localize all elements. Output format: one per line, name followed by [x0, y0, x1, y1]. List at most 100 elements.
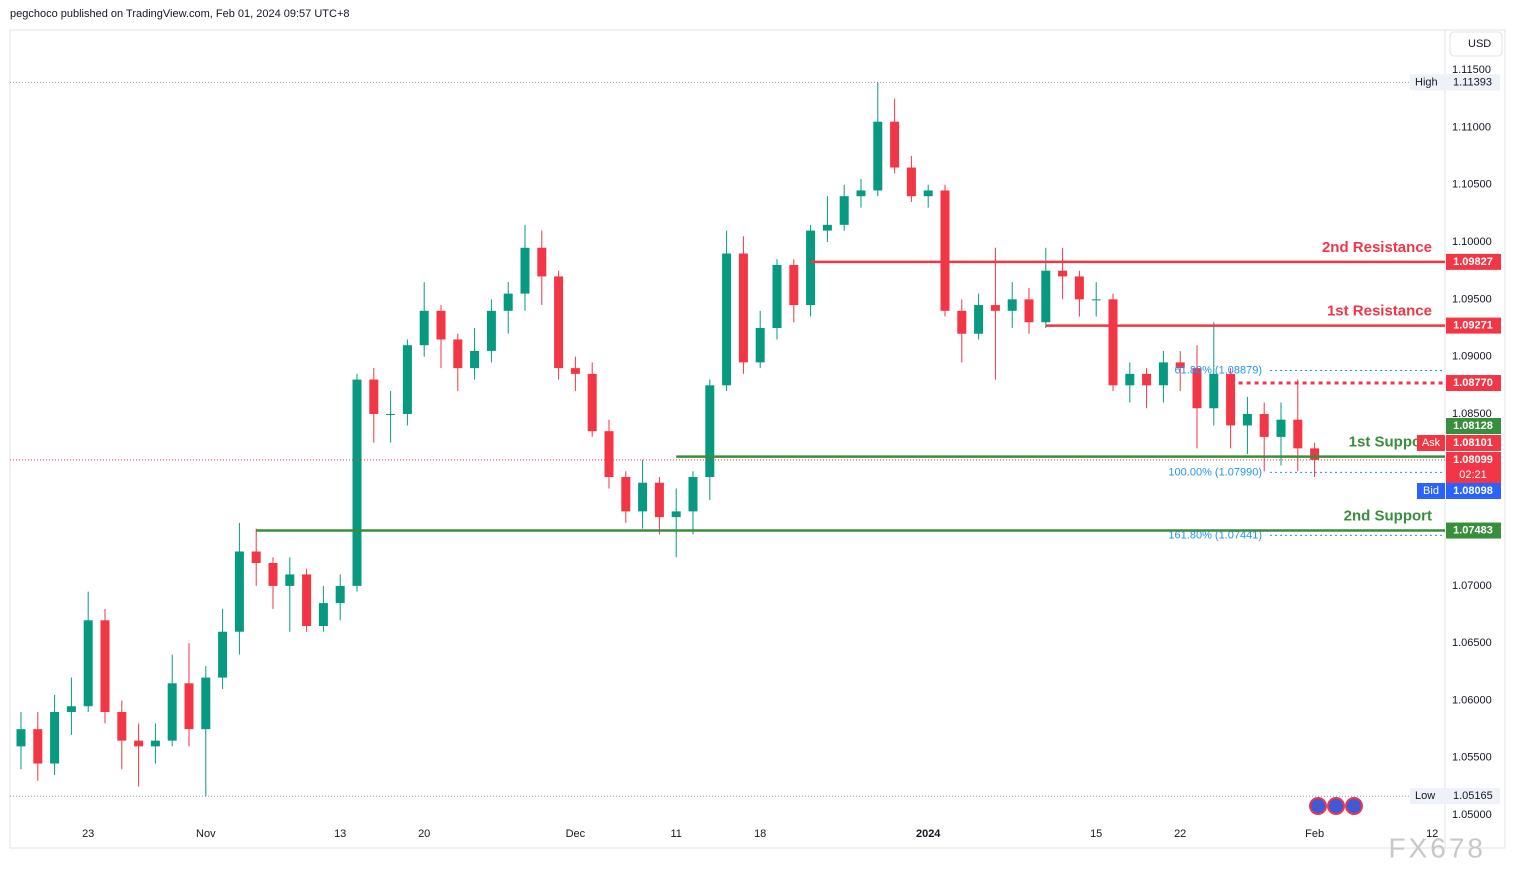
candle-body	[621, 477, 631, 512]
candle-body	[1091, 299, 1101, 301]
candle-body	[1074, 276, 1084, 300]
candle-body	[1259, 413, 1269, 437]
candle-body	[839, 196, 849, 225]
candle-body	[150, 740, 160, 747]
candle-body	[302, 574, 312, 627]
candle-body	[1108, 299, 1118, 386]
candle-body	[1293, 419, 1303, 449]
candle-body	[50, 711, 60, 764]
y-tick-label: 1.07000	[1452, 580, 1492, 592]
candle-body	[822, 224, 832, 231]
candle-body	[570, 368, 580, 374]
candle-body	[755, 328, 765, 363]
flag-icon	[1327, 797, 1345, 815]
candle-body	[167, 683, 177, 741]
quote-name: Ask	[1422, 437, 1441, 449]
candle-body	[251, 551, 261, 563]
candle-body	[789, 264, 799, 306]
x-tick-label: 18	[754, 828, 766, 840]
candle-body	[486, 310, 496, 351]
candle-body	[806, 230, 816, 306]
candle-body	[1192, 368, 1202, 409]
candle-body	[66, 706, 76, 712]
extreme-value: 1.11393	[1453, 76, 1492, 88]
level-tag	[1446, 253, 1501, 270]
x-tick-label: 15	[1090, 828, 1102, 840]
quote-countdown: 02:21	[1459, 469, 1487, 481]
quote-tag	[1446, 483, 1501, 499]
candle-body	[33, 729, 43, 764]
candle-body	[654, 482, 664, 518]
extreme-name: High	[1415, 76, 1438, 88]
quote-name-tag	[1417, 435, 1445, 451]
x-tick-label: 20	[418, 828, 430, 840]
candle-body	[100, 620, 110, 712]
candle-body	[1142, 373, 1152, 386]
y-tick-label: 1.08500	[1452, 408, 1492, 420]
candle-body	[234, 551, 244, 632]
flag-icons	[1309, 797, 1363, 815]
candle-body	[1242, 413, 1252, 426]
fib-label: 161.80% (1.07441)	[1168, 529, 1262, 541]
y-tick-label: 1.11500	[1452, 64, 1491, 76]
level-tag-value: 1.08128	[1453, 420, 1493, 432]
candle-body	[1276, 419, 1286, 437]
level-name: 2nd Resistance	[1322, 239, 1432, 256]
candle-body	[974, 305, 984, 334]
candle-body	[856, 190, 866, 197]
candle-body	[1024, 299, 1034, 323]
x-tick-label: 12	[1426, 828, 1438, 840]
candle-body	[688, 477, 698, 512]
level-tag	[1446, 522, 1501, 539]
y-tick-label: 1.10500	[1452, 179, 1492, 191]
level-name: 1st Resistance	[1327, 303, 1432, 320]
currency-button[interactable]	[1449, 31, 1503, 57]
candle-body	[503, 293, 513, 311]
y-tick-label: 1.06500	[1452, 637, 1492, 649]
candle-body	[352, 379, 362, 586]
quote-name: Bid	[1423, 485, 1439, 497]
candle-body	[520, 247, 530, 294]
candle-body	[83, 620, 93, 707]
candle-body	[638, 482, 648, 512]
candle-body	[554, 276, 564, 369]
extreme-tag-bg	[1410, 74, 1500, 91]
fib-label: 100.00% (1.07990)	[1168, 466, 1262, 478]
candle-body	[117, 711, 127, 741]
candle-body	[184, 683, 194, 730]
candle-body	[940, 190, 950, 311]
candle-body	[671, 511, 681, 518]
level-tag-value: 1.09271	[1453, 320, 1493, 332]
candle-body	[957, 310, 967, 334]
extreme-name: Low	[1415, 790, 1435, 802]
candle-body	[402, 345, 412, 414]
flag-icon	[1345, 797, 1363, 815]
currency[interactable]: USD	[1468, 38, 1491, 50]
flag-icon	[1309, 797, 1327, 815]
x-tick-label: 2024	[916, 828, 941, 840]
x-tick-label: 11	[670, 828, 681, 840]
y-tick-label: 1.11000	[1452, 121, 1491, 133]
y-tick-label: 1.05500	[1452, 752, 1492, 764]
y-tick-label: 1.06000	[1452, 694, 1492, 706]
candle-body	[705, 385, 715, 478]
candle-body	[386, 413, 396, 415]
candle-body	[990, 305, 1000, 311]
candle-body	[1007, 299, 1017, 311]
candle-body	[1209, 373, 1219, 409]
candle-body	[268, 562, 278, 586]
extreme-tag-bg	[1410, 788, 1500, 805]
y-tick-label: 1.10000	[1452, 236, 1492, 248]
candle-body	[134, 740, 144, 747]
level-tag-value: 1.07483	[1453, 524, 1493, 536]
y-tick-label: 1.05000	[1452, 809, 1492, 821]
candle-body	[604, 431, 614, 478]
candle-body	[537, 247, 547, 277]
quote-value: 1.08101	[1453, 437, 1493, 449]
level-tag-value: 1.09827	[1453, 256, 1493, 268]
x-tick-label: Nov	[196, 828, 216, 840]
candle-body	[218, 631, 228, 678]
watermark: FX678	[1389, 832, 1487, 863]
quote-value: 1.08099	[1453, 454, 1493, 466]
